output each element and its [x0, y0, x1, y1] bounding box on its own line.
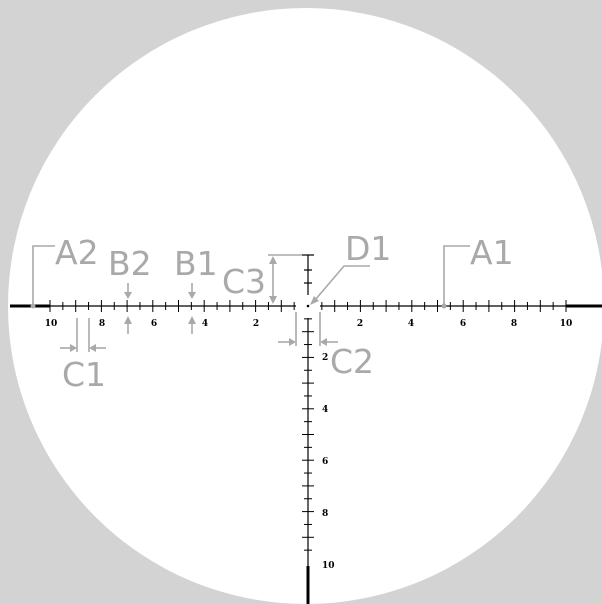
scale-label: 2	[322, 353, 328, 363]
label-d1: D1	[345, 229, 391, 268]
scale-label: 6	[151, 319, 157, 329]
a2-leader	[32, 245, 55, 306]
scale-label: 2	[253, 319, 259, 329]
label-b1: B1	[174, 244, 218, 283]
scale-label: 8	[511, 319, 517, 329]
scale-label: 8	[322, 509, 328, 519]
crosshair-posts	[10, 304, 602, 604]
annotation-labels: A2 B2 B1 C3 D1 A1 C1 C2	[55, 229, 514, 394]
c2-arrow-right-head	[320, 338, 327, 346]
a2-marker	[30, 303, 36, 309]
center-dot	[306, 304, 310, 308]
right-scale-labels: 2 4 6 8 10	[357, 319, 572, 329]
scale-label: 6	[322, 457, 328, 467]
reticle-ticks	[49, 300, 567, 551]
d1-arrow-head	[310, 296, 319, 305]
scale-label: 2	[357, 319, 363, 329]
field-of-view	[8, 8, 602, 604]
b1-arrow-bottom-head	[188, 316, 196, 324]
scale-label: 10	[322, 561, 335, 571]
label-c3: C3	[222, 262, 266, 301]
left-scale-labels: 10 8 6 4 2	[45, 319, 259, 329]
scale-label: 4	[202, 319, 208, 329]
scale-label: 10	[560, 319, 573, 329]
c3-arrow-bottom-head	[269, 296, 277, 304]
scale-label: 6	[460, 319, 466, 329]
a1-leader	[443, 245, 470, 306]
scale-label: 10	[45, 319, 58, 329]
b2-arrow-bottom-head	[124, 316, 132, 324]
label-c1: C1	[62, 355, 106, 394]
label-c2: C2	[330, 342, 374, 381]
d1-leader	[314, 265, 370, 301]
scale-label: 8	[99, 319, 105, 329]
label-b2: B2	[108, 244, 152, 283]
c1-arrow-left-head	[70, 344, 77, 352]
b1-arrow-top-head	[188, 292, 196, 299]
c3-arrow-top-head	[269, 256, 277, 264]
label-a1: A1	[470, 233, 514, 272]
scale-label: 4	[408, 319, 414, 329]
vertical-scale-labels: 2 4 6 8 10	[322, 353, 335, 571]
c1-arrow-right-head	[89, 344, 96, 352]
annotations	[30, 245, 470, 352]
c2-arrow-left-head	[289, 338, 296, 346]
label-a2: A2	[55, 233, 99, 272]
scale-label: 4	[322, 405, 328, 415]
a1-marker	[441, 303, 447, 309]
b2-arrow-top-head	[124, 292, 132, 299]
